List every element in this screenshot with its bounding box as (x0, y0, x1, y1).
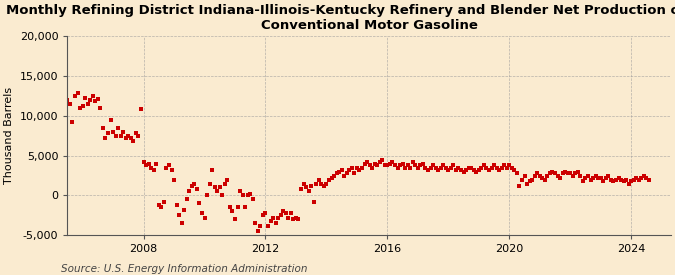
Text: Source: U.S. Energy Information Administration: Source: U.S. Energy Information Administ… (61, 264, 307, 274)
Y-axis label: Thousand Barrels: Thousand Barrels (4, 87, 14, 184)
Title: Monthly Refining District Indiana-Illinois-Kentucky Refinery and Blender Net Pro: Monthly Refining District Indiana-Illino… (5, 4, 675, 32)
